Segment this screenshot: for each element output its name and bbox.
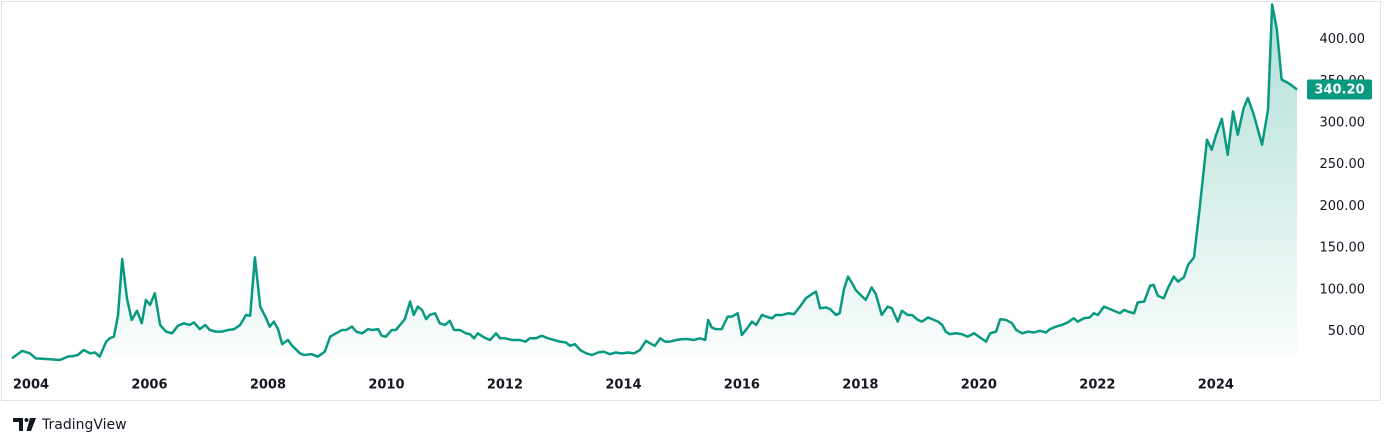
y-tick-label: 250.00	[1320, 157, 1366, 172]
y-tick-label: 200.00	[1320, 199, 1366, 214]
chart-frame	[1, 1, 1381, 401]
last-price-badge	[1307, 79, 1372, 100]
y-tick-label: 100.00	[1320, 282, 1366, 297]
brand-name[interactable]: TradingView	[41, 417, 127, 433]
x-tick-label: 2016	[724, 378, 760, 393]
x-tick-label: 2018	[842, 378, 878, 393]
x-tick-label: 2020	[961, 378, 997, 393]
x-tick-label: 2014	[605, 378, 641, 393]
y-tick-label: 150.00	[1320, 241, 1366, 256]
price-line	[11, 3, 1298, 362]
x-tick-label: 2004	[13, 378, 49, 393]
x-tick-label: 2022	[1079, 378, 1115, 393]
x-tick-label: 2008	[250, 378, 286, 393]
area-fill	[12, 4, 1298, 361]
last-price-label: 340.20	[1314, 82, 1364, 97]
y-tick-label: 300.00	[1320, 116, 1366, 131]
brand-logo	[13, 418, 36, 431]
x-tick-label: 2010	[368, 378, 404, 393]
x-tick-label: 2006	[131, 378, 167, 393]
y-tick-label: 50.00	[1328, 324, 1365, 339]
y-tick-label: 400.00	[1320, 32, 1366, 47]
x-tick-label: 2012	[487, 378, 523, 393]
x-tick-label: 2024	[1198, 378, 1234, 393]
